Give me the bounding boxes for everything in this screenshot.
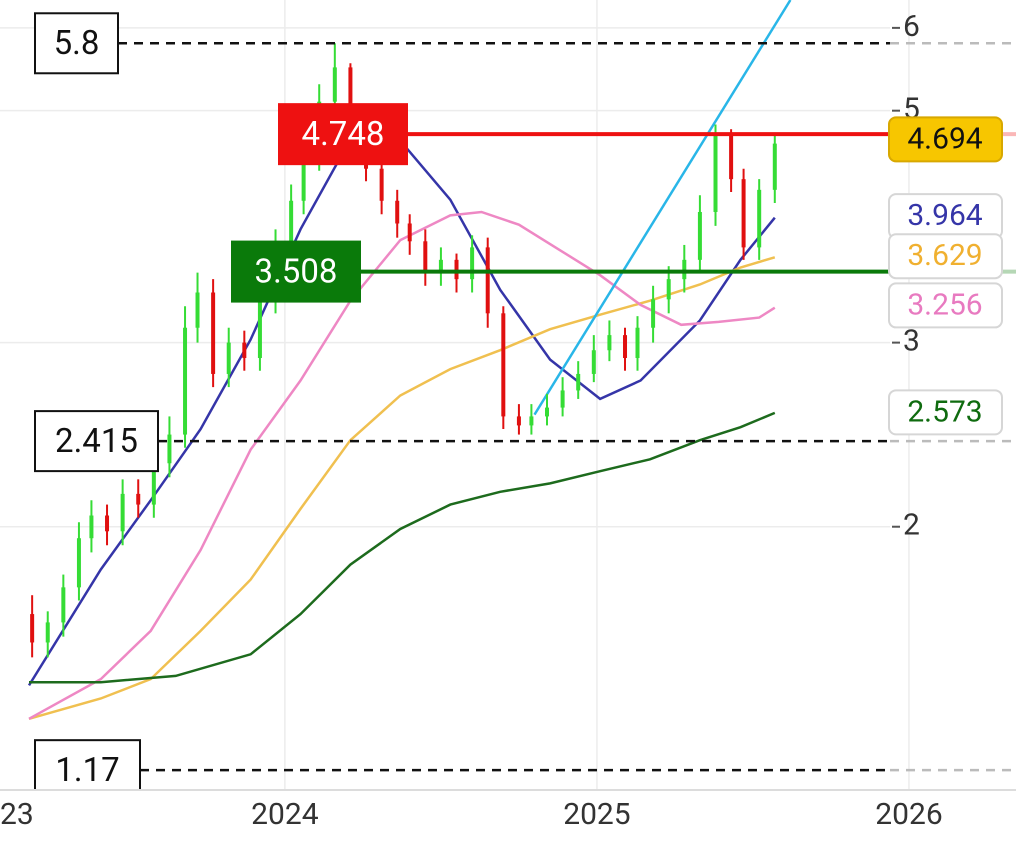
candle-body bbox=[682, 259, 687, 280]
candle-body bbox=[136, 493, 141, 505]
candle-body bbox=[741, 179, 746, 248]
candle-body bbox=[651, 299, 656, 328]
candle-body bbox=[105, 515, 110, 532]
price-label: 2.573 bbox=[907, 394, 982, 429]
candle-body bbox=[332, 67, 337, 102]
candle-body bbox=[76, 538, 81, 588]
candle-body bbox=[697, 211, 702, 260]
x-tick-label: 2024 bbox=[251, 797, 319, 832]
candle-body bbox=[591, 350, 596, 374]
moving-average-line bbox=[28, 256, 776, 721]
candle-body bbox=[289, 200, 294, 248]
candle-body bbox=[61, 587, 66, 623]
moving-average-line bbox=[29, 411, 776, 684]
x-tick-label: 2025 bbox=[563, 797, 630, 832]
trend-line bbox=[533, 0, 792, 416]
candle-body bbox=[545, 407, 550, 417]
y-tick-label: 3 bbox=[903, 324, 920, 359]
candle-body bbox=[560, 390, 565, 408]
candle-body bbox=[395, 200, 400, 224]
price-label: 3.629 bbox=[907, 238, 982, 273]
level-label: 2.415 bbox=[55, 422, 138, 461]
candle-body bbox=[183, 327, 188, 435]
price-label: 3.964 bbox=[907, 198, 982, 233]
candle-body bbox=[151, 463, 156, 505]
candle-body bbox=[623, 335, 628, 359]
candle-body bbox=[348, 67, 353, 120]
level-label: 4.748 bbox=[302, 115, 385, 154]
candle-body bbox=[89, 515, 94, 539]
level-box bbox=[34, 12, 119, 75]
candle-body bbox=[407, 223, 412, 242]
candle-body bbox=[423, 241, 428, 273]
y-tick-label: 6 bbox=[903, 9, 920, 44]
candle-body bbox=[454, 259, 459, 280]
candle-body bbox=[772, 143, 777, 190]
moving-average-line bbox=[27, 139, 776, 687]
candle-body bbox=[438, 259, 443, 273]
candle-body bbox=[257, 299, 262, 359]
x-tick-label: 23 bbox=[0, 797, 34, 832]
x-axis-background bbox=[0, 790, 1016, 850]
level-label: 5.8 bbox=[54, 24, 100, 63]
candle-body bbox=[635, 327, 640, 359]
y-tick-label: 2 bbox=[903, 508, 920, 543]
candle-body bbox=[120, 493, 125, 532]
candle-body bbox=[729, 133, 734, 180]
candle-body bbox=[501, 313, 506, 417]
level-box bbox=[34, 410, 159, 473]
candle-body bbox=[226, 342, 231, 374]
candle-body bbox=[485, 247, 490, 314]
candle-body bbox=[195, 292, 200, 328]
candle-body bbox=[757, 189, 762, 248]
candle-body bbox=[301, 158, 306, 201]
candle-body bbox=[529, 416, 534, 426]
price-label: 4.694 bbox=[907, 121, 982, 156]
price-label-box bbox=[888, 282, 1003, 329]
candle-body bbox=[211, 292, 216, 374]
candle-body bbox=[242, 342, 247, 359]
candle-body bbox=[516, 416, 521, 426]
level-label: 1.17 bbox=[55, 751, 119, 790]
price-label-box bbox=[888, 233, 1003, 280]
candle-body bbox=[167, 434, 172, 464]
level-label: 3.508 bbox=[255, 252, 338, 291]
candle-body bbox=[45, 622, 50, 643]
candle-body bbox=[30, 614, 35, 643]
x-tick-label: 2026 bbox=[875, 797, 942, 832]
candle-body bbox=[713, 133, 718, 212]
price-label-box bbox=[888, 116, 1003, 163]
candle-body bbox=[666, 279, 671, 300]
price-label: 3.256 bbox=[907, 287, 982, 322]
price-label-box bbox=[888, 389, 1003, 436]
moving-average-line bbox=[28, 210, 776, 720]
candle-body bbox=[379, 168, 384, 201]
candle-body bbox=[607, 335, 612, 351]
level-box bbox=[231, 240, 361, 303]
candle-body bbox=[470, 247, 475, 280]
candle-body bbox=[576, 373, 581, 391]
level-box bbox=[278, 103, 408, 166]
